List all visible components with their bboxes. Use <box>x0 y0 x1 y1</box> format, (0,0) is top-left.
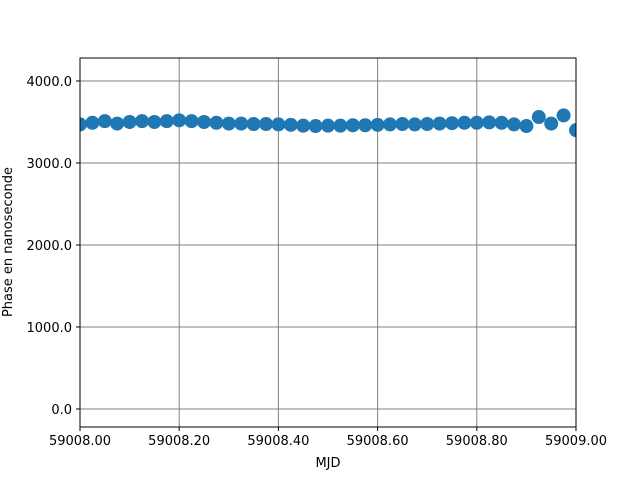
data-point <box>122 114 137 129</box>
data-point <box>209 115 224 130</box>
data-point <box>531 110 546 125</box>
data-point <box>85 115 100 130</box>
data-point <box>569 123 576 138</box>
data-point <box>321 118 335 133</box>
data-point <box>469 115 484 130</box>
data-point <box>246 117 261 132</box>
data-point <box>97 114 112 129</box>
y-tick-label: 4000.0 <box>27 75 73 90</box>
data-point <box>345 118 360 133</box>
data-point <box>259 117 273 132</box>
data-point <box>407 117 422 132</box>
data-point <box>556 108 571 123</box>
data-point <box>234 116 249 131</box>
data-point <box>358 118 373 133</box>
data-point <box>544 116 559 131</box>
data-point <box>135 114 149 129</box>
data-point <box>507 117 521 132</box>
data-point <box>110 116 125 131</box>
data-point <box>184 114 199 129</box>
axes-frame <box>79 57 577 428</box>
data-point <box>445 116 459 131</box>
data-point <box>519 119 534 134</box>
data-point <box>80 117 87 132</box>
data-point <box>370 117 385 132</box>
data-point <box>432 116 447 131</box>
data-point <box>172 113 187 128</box>
data-point <box>420 117 435 132</box>
data-point <box>308 119 323 134</box>
data-point <box>159 114 174 129</box>
data-point <box>395 117 410 132</box>
y-axis-label: Phase en nanoseconde <box>1 167 16 317</box>
data-point <box>333 118 348 133</box>
y-tick-label: 0.0 <box>51 403 72 418</box>
data-point <box>383 117 397 132</box>
x-tick-label: 59008.40 <box>247 434 309 449</box>
y-tick-label: 2000.0 <box>27 239 73 254</box>
data-point <box>221 116 236 131</box>
data-point <box>296 118 311 133</box>
data-point <box>482 115 497 130</box>
data-point <box>283 117 298 132</box>
x-tick-label: 59008.80 <box>446 434 508 449</box>
data-point <box>457 115 472 130</box>
x-axis-label: MJD <box>315 456 340 471</box>
x-tick-label: 59009.00 <box>545 434 607 449</box>
y-tick-label: 3000.0 <box>27 157 73 172</box>
data-point <box>271 117 286 132</box>
x-tick-label: 59008.20 <box>148 434 210 449</box>
data-point <box>197 114 211 129</box>
x-tick-label: 59008.60 <box>347 434 409 449</box>
x-tick-label: 59008.00 <box>49 434 111 449</box>
data-point <box>494 115 509 130</box>
data-point <box>147 114 162 129</box>
y-tick-label: 1000.0 <box>27 321 73 336</box>
